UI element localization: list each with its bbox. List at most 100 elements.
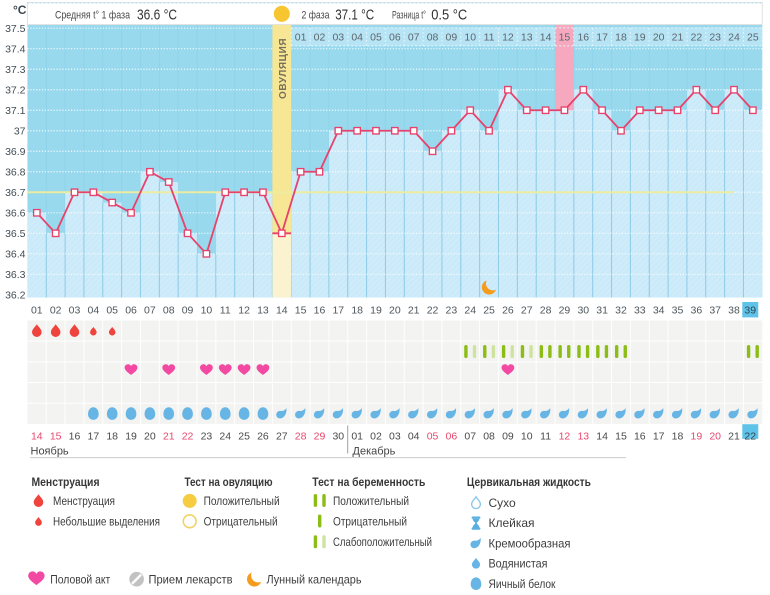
svg-text:17: 17 <box>332 304 344 316</box>
svg-text:36.7: 36.7 <box>5 187 26 199</box>
svg-text:23: 23 <box>709 32 721 44</box>
svg-text:02: 02 <box>370 431 382 443</box>
svg-text:13: 13 <box>521 32 533 44</box>
svg-text:27: 27 <box>521 304 533 316</box>
svg-text:04: 04 <box>408 431 420 443</box>
svg-text:36.8: 36.8 <box>5 167 26 179</box>
svg-text:Менструация: Менструация <box>53 494 115 508</box>
svg-text:Отрицательный: Отрицательный <box>204 515 278 529</box>
svg-text:17: 17 <box>596 32 608 44</box>
svg-text:28: 28 <box>295 431 307 443</box>
svg-text:12: 12 <box>502 32 514 44</box>
svg-text:07: 07 <box>144 304 156 316</box>
svg-text:11: 11 <box>540 431 551 443</box>
svg-text:19: 19 <box>691 431 703 443</box>
svg-text:°C: °C <box>13 3 27 17</box>
svg-text:21: 21 <box>672 32 684 44</box>
svg-text:01: 01 <box>31 304 43 316</box>
svg-text:Лунный календарь: Лунный календарь <box>267 572 362 586</box>
svg-text:15: 15 <box>50 431 62 443</box>
svg-text:24: 24 <box>464 304 476 316</box>
svg-text:Положительный: Положительный <box>333 494 409 508</box>
svg-text:14: 14 <box>276 304 288 316</box>
svg-text:10: 10 <box>201 304 213 316</box>
svg-text:17: 17 <box>653 431 665 443</box>
svg-text:04: 04 <box>351 32 363 44</box>
svg-text:37.3: 37.3 <box>5 64 26 76</box>
svg-text:20: 20 <box>653 32 665 44</box>
svg-text:16: 16 <box>634 431 646 443</box>
svg-text:36.9: 36.9 <box>5 146 26 158</box>
svg-text:21: 21 <box>728 431 740 443</box>
svg-text:18: 18 <box>106 431 118 443</box>
svg-text:36.6 °C: 36.6 °C <box>137 7 177 24</box>
svg-text:24: 24 <box>728 32 740 44</box>
svg-text:01: 01 <box>295 32 307 44</box>
svg-text:12: 12 <box>559 431 571 443</box>
svg-text:37: 37 <box>709 304 721 316</box>
svg-text:Средняя t° 1 фаза: Средняя t° 1 фаза <box>55 10 131 22</box>
svg-text:29: 29 <box>559 304 571 316</box>
svg-text:10: 10 <box>521 431 533 443</box>
svg-text:Клейкая: Клейкая <box>489 516 535 530</box>
svg-text:25: 25 <box>747 32 759 44</box>
svg-text:36: 36 <box>691 304 703 316</box>
svg-text:Половой акт: Половой акт <box>50 572 110 586</box>
svg-text:19: 19 <box>370 304 382 316</box>
svg-text:37: 37 <box>14 126 26 138</box>
svg-text:Водянистая: Водянистая <box>489 557 548 571</box>
svg-text:03: 03 <box>69 304 81 316</box>
svg-text:31: 31 <box>596 304 608 316</box>
svg-text:19: 19 <box>125 431 137 443</box>
svg-text:Декабрь: Декабрь <box>353 445 396 457</box>
svg-text:Слабоположительный: Слабоположительный <box>333 535 432 549</box>
svg-text:03: 03 <box>332 32 344 44</box>
svg-text:25: 25 <box>238 431 250 443</box>
svg-text:30: 30 <box>577 304 589 316</box>
svg-text:Цервикальная жидкость: Цервикальная жидкость <box>467 477 591 489</box>
svg-text:07: 07 <box>464 431 476 443</box>
svg-text:09: 09 <box>502 431 514 443</box>
svg-text:Менструация: Менструация <box>32 477 100 489</box>
svg-text:36.6: 36.6 <box>5 208 26 220</box>
svg-text:38: 38 <box>728 304 740 316</box>
svg-text:18: 18 <box>615 32 627 44</box>
svg-text:15: 15 <box>559 32 571 44</box>
svg-text:2 фаза: 2 фаза <box>302 10 331 22</box>
svg-text:Сухо: Сухо <box>489 496 517 510</box>
svg-text:20: 20 <box>389 304 401 316</box>
svg-text:Прием лекарств: Прием лекарств <box>149 572 233 586</box>
svg-text:16: 16 <box>314 304 326 316</box>
svg-text:32: 32 <box>615 304 627 316</box>
svg-text:26: 26 <box>257 431 269 443</box>
svg-text:02: 02 <box>50 304 62 316</box>
svg-text:09: 09 <box>446 32 458 44</box>
svg-text:13: 13 <box>577 431 589 443</box>
svg-text:14: 14 <box>31 431 43 443</box>
svg-text:29: 29 <box>314 431 326 443</box>
svg-text:08: 08 <box>483 431 495 443</box>
svg-text:37.1: 37.1 <box>5 105 26 117</box>
svg-text:22: 22 <box>182 431 194 443</box>
svg-text:06: 06 <box>125 304 137 316</box>
svg-text:36.4: 36.4 <box>5 249 26 261</box>
svg-text:Положительный: Положительный <box>204 494 280 508</box>
svg-text:02: 02 <box>314 32 326 44</box>
svg-text:21: 21 <box>408 304 420 316</box>
svg-text:12: 12 <box>238 304 250 316</box>
svg-text:18: 18 <box>672 431 684 443</box>
svg-text:0.5 °C: 0.5 °C <box>431 7 467 24</box>
svg-text:11: 11 <box>220 304 231 316</box>
svg-text:17: 17 <box>88 431 100 443</box>
svg-text:23: 23 <box>446 304 458 316</box>
svg-text:01: 01 <box>351 431 363 443</box>
svg-text:22: 22 <box>691 32 703 44</box>
svg-text:Яичный белок: Яичный белок <box>489 577 557 590</box>
svg-text:Тест на овуляцию: Тест на овуляцию <box>185 477 273 489</box>
svg-text:06: 06 <box>389 32 401 44</box>
svg-text:Ноябрь: Ноябрь <box>31 445 69 457</box>
svg-text:35: 35 <box>672 304 684 316</box>
svg-text:19: 19 <box>634 32 646 44</box>
svg-text:14: 14 <box>540 32 552 44</box>
svg-text:13: 13 <box>257 304 269 316</box>
